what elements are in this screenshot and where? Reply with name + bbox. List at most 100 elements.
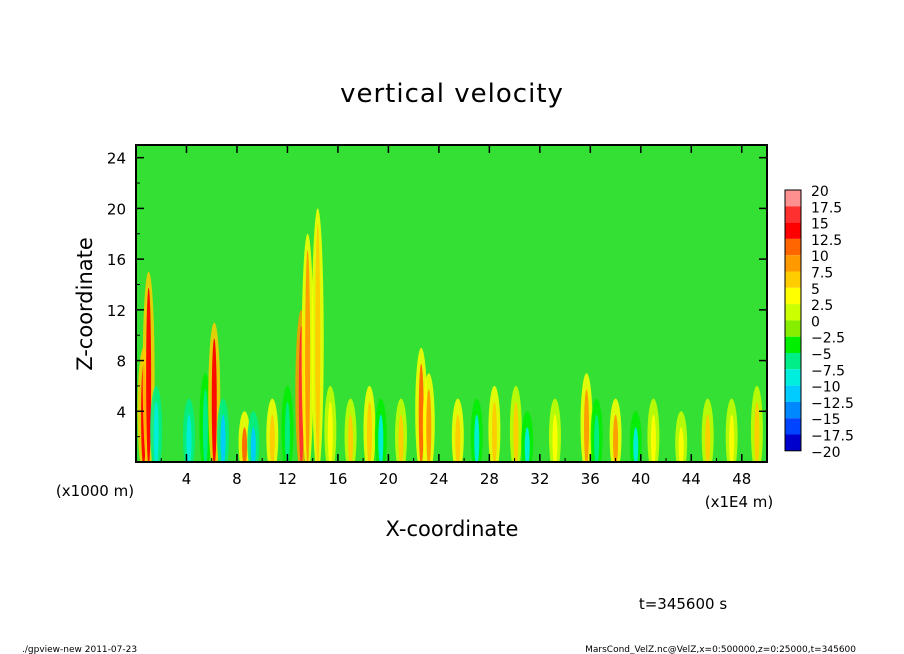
x-unit-label: (x1E4 m) (705, 493, 774, 511)
velocity-core (594, 414, 600, 462)
colorbar-swatch (785, 271, 801, 288)
y-unit-label: (x1000 m) (56, 482, 134, 500)
colorbar-swatch (785, 336, 801, 353)
velocity-core (513, 401, 519, 462)
velocity-core (418, 363, 424, 462)
colorbar-label: −5 (811, 347, 832, 363)
x-axis: 4 8 12 16 20 24 28 32 36 40 44 48 (160, 145, 751, 488)
x-tick-label: 28 (480, 470, 499, 488)
velocity-core (186, 414, 192, 462)
colorbar-swatch (785, 418, 801, 435)
colorbar-label: −12.5 (811, 396, 854, 412)
colorbar-label: 7.5 (811, 266, 833, 282)
colorbar-label: 15 (811, 217, 829, 233)
colorbar-swatch (785, 287, 801, 305)
velocity-core (524, 427, 530, 462)
colorbar-label: −20 (811, 445, 841, 461)
velocity-core (269, 414, 275, 462)
velocity-core (153, 401, 159, 462)
y-axis: 4 8 12 16 20 24 (107, 150, 767, 438)
velocity-core (327, 401, 333, 462)
velocity-core (211, 338, 217, 462)
velocity-core (705, 414, 711, 462)
velocity-core (754, 401, 760, 462)
colorbar-label: 12.5 (811, 233, 842, 249)
velocity-core (366, 401, 372, 462)
velocity-core (474, 414, 480, 462)
colorbar-label: −7.5 (811, 363, 845, 379)
colorbar-swatch (785, 206, 801, 223)
velocity-core (202, 389, 208, 462)
y-tick-label: 24 (107, 150, 126, 168)
y-tick-label: 20 (107, 200, 126, 218)
y-tick-label: 8 (116, 353, 126, 371)
velocity-core (146, 287, 152, 462)
time-annotation: t=345600 s (639, 595, 727, 613)
velocity-core (633, 427, 639, 462)
x-tick-label: 4 (182, 470, 192, 488)
colorbar-label: 5 (811, 282, 820, 298)
colorbar-label: 20 (811, 184, 829, 200)
y-tick-label: 12 (107, 302, 126, 320)
colorbar-frame (784, 189, 802, 452)
x-tick-label: 12 (278, 470, 297, 488)
colorbar-swatch (785, 353, 801, 370)
colorbar-label: 10 (811, 249, 829, 265)
velocity-core (613, 414, 619, 462)
colorbar-swatch (785, 434, 801, 451)
colorbar-swatch (785, 369, 801, 386)
y-tick-label: 4 (116, 403, 126, 421)
velocity-core (491, 401, 497, 462)
colorbar-swatch (785, 222, 801, 239)
footer-left: ./gpview-new 2011-07-23 (22, 645, 137, 654)
colorbar-label: −2.5 (811, 331, 845, 347)
x-tick-label: 24 (429, 470, 448, 488)
velocity-core (729, 414, 735, 462)
colorbar-label: −17.5 (811, 429, 854, 445)
velocity-core (398, 414, 404, 462)
colorbar: 2017.51512.5107.552.50−2.5−5−7.5−10−12.5… (784, 184, 854, 461)
velocity-core (315, 224, 321, 462)
velocity-core (220, 414, 226, 462)
y-tick-label: 16 (107, 251, 126, 269)
colorbar-swatch (785, 385, 801, 402)
velocity-core (250, 427, 256, 462)
velocity-core (284, 401, 290, 462)
colorbar-label: 0 (811, 314, 820, 330)
velocity-core (426, 389, 432, 462)
x-tick-label: 16 (328, 470, 347, 488)
velocity-core (348, 414, 354, 462)
colorbar-swatch (785, 238, 801, 256)
x-tick-label: 44 (682, 470, 701, 488)
colorbar-label: 2.5 (811, 298, 833, 314)
velocity-core (242, 427, 248, 462)
x-tick-label: 8 (232, 470, 242, 488)
y-axis-label: Z-coordinate (73, 237, 97, 371)
velocity-core (455, 414, 461, 462)
velocity-core (584, 389, 590, 462)
x-tick-label: 48 (732, 470, 751, 488)
x-tick-label: 32 (530, 470, 549, 488)
colorbar-swatch (785, 190, 801, 207)
colorbar-label: −10 (811, 380, 841, 396)
colorbar-label: 17.5 (811, 200, 842, 216)
velocity-core (305, 249, 311, 462)
colorbar-swatch (785, 320, 801, 337)
x-tick-label: 40 (631, 470, 650, 488)
plot-frame (135, 144, 768, 463)
colorbar-swatch (785, 255, 801, 272)
plot-background (136, 145, 767, 462)
x-axis-label: X-coordinate (386, 517, 519, 541)
colorbar-swatch (785, 401, 801, 419)
velocity-features (137, 208, 763, 462)
x-tick-label: 36 (581, 470, 600, 488)
plot-area (135, 144, 768, 463)
colorbar-swatch (785, 304, 801, 321)
footer-right: MarsCond_VelZ.nc@VelZ,x=0:500000,z=0:250… (585, 645, 856, 654)
chart-title: vertical velocity (340, 79, 564, 109)
velocity-core (552, 414, 558, 462)
colorbar-label: −15 (811, 412, 841, 428)
x-tick-label: 20 (379, 470, 398, 488)
velocity-core (650, 414, 656, 462)
